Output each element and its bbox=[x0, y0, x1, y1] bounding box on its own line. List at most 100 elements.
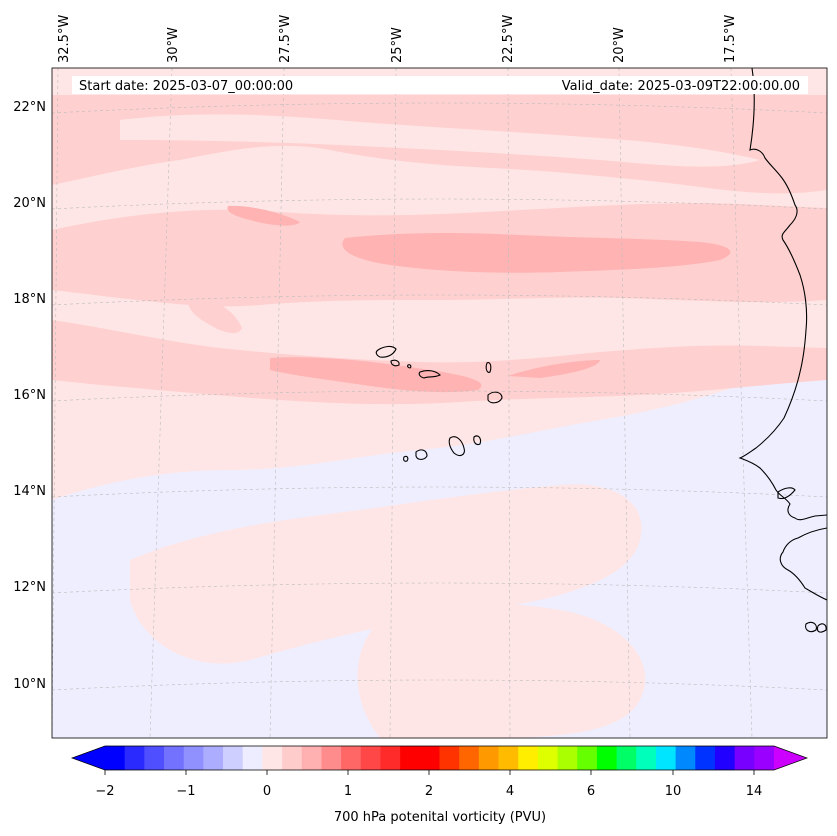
colorbar-segment bbox=[360, 746, 381, 770]
lat-label-12: 12°N bbox=[13, 580, 46, 595]
info-banner: Start date: 2025-03-07_00:00:00 Valid_da… bbox=[72, 76, 808, 94]
colorbar-tick-label: −1 bbox=[176, 784, 195, 799]
colorbar-tick-label: 10 bbox=[665, 784, 682, 799]
latitude-gridline bbox=[52, 102, 827, 114]
start-date-label: Start date: 2025-03-07_00:00:00 bbox=[79, 79, 293, 94]
lat-label-16: 16°N bbox=[13, 388, 46, 403]
longitude-gridline bbox=[730, 68, 753, 738]
pv-maximum-band-west bbox=[227, 205, 300, 226]
cape-verde-sao-nicolau bbox=[418, 370, 441, 379]
colorbar-segment bbox=[714, 746, 736, 770]
weak-positive-patch-south bbox=[130, 484, 642, 664]
colorbar-segment bbox=[518, 746, 539, 770]
colorbar-segments bbox=[105, 746, 775, 770]
colorbar-segment bbox=[419, 746, 440, 770]
longitude-gridline bbox=[618, 68, 631, 738]
map-gridlines bbox=[52, 68, 827, 738]
colorbar-tick-label: 14 bbox=[746, 784, 763, 799]
cape-verde-boa-vista bbox=[487, 391, 503, 404]
valid-date-label: Valid_date: 2025-03-09T22:00:00.00 bbox=[562, 79, 800, 94]
cape-verde-maio bbox=[473, 435, 482, 446]
colorbar-segment bbox=[478, 746, 499, 770]
colorbar-segment bbox=[183, 746, 204, 770]
colorbar-segment bbox=[301, 746, 322, 770]
colorbar-segment bbox=[636, 746, 657, 770]
lon-label-17-5: 17.5°W bbox=[723, 15, 738, 63]
colorbar-segment bbox=[675, 746, 696, 770]
colorbar-tick-label: 2 bbox=[425, 784, 433, 799]
map-panel: Start date: 2025-03-07_00:00:00 Valid_da… bbox=[52, 68, 827, 738]
colorbar-ticks: −2 −1 0 1 2 4 6 10 14 bbox=[95, 770, 762, 799]
colorbar-segment bbox=[498, 746, 519, 770]
bissagos-islands bbox=[805, 621, 827, 633]
lon-label-27-5: 27.5°W bbox=[278, 15, 293, 63]
colorbar-label: 700 hPa potenital vorticity (PVU) bbox=[334, 810, 546, 825]
pv-band-south bbox=[52, 320, 827, 405]
colorbar-segment bbox=[164, 746, 185, 770]
lon-label-32-5: 32.5°W bbox=[57, 15, 72, 63]
cape-verde-fogo bbox=[415, 449, 428, 460]
colorbar-extend-min bbox=[72, 746, 105, 770]
cape-verde-sao-vicente bbox=[390, 359, 400, 367]
colorbar-segment bbox=[459, 746, 480, 770]
colorbar-tick-label: 6 bbox=[587, 784, 595, 799]
longitude-gridline bbox=[269, 68, 285, 738]
colorbar-segment bbox=[203, 746, 224, 770]
cape-verde-brava bbox=[403, 455, 409, 462]
lat-label-22: 22°N bbox=[13, 100, 46, 115]
latitude-gridline bbox=[52, 486, 827, 498]
colorbar-segment bbox=[577, 746, 598, 770]
latitude-labels: 22°N 20°N 18°N 16°N 14°N 12°N 10°N bbox=[13, 100, 46, 692]
lat-label-10: 10°N bbox=[13, 677, 46, 692]
colorbar-segment bbox=[655, 746, 677, 770]
cape-verde-sal bbox=[485, 362, 492, 373]
colorbar-segment bbox=[695, 746, 716, 770]
weak-positive-patch-southeast bbox=[357, 603, 646, 738]
colorbar-segment bbox=[124, 746, 145, 770]
info-banner-background bbox=[72, 76, 808, 94]
lon-label-30: 30°W bbox=[166, 27, 181, 63]
colorbar-segment bbox=[223, 746, 244, 770]
africa-coastline-south bbox=[779, 527, 827, 601]
coastlines bbox=[375, 68, 827, 633]
colorbar-segment bbox=[754, 746, 775, 770]
colorbar-segment bbox=[341, 746, 362, 770]
colorbar-segment bbox=[242, 746, 263, 770]
colorbar-outline bbox=[70, 745, 809, 771]
colorbar-tick-label: 1 bbox=[344, 784, 352, 799]
lat-label-18: 18°N bbox=[13, 292, 46, 307]
colorbar-segment bbox=[616, 746, 637, 770]
lat-label-14: 14°N bbox=[13, 484, 46, 499]
colorbar-segment bbox=[380, 746, 401, 770]
colorbar: −2 −1 0 1 2 4 6 10 14 700 hPa potenital … bbox=[70, 745, 809, 825]
colorbar-segment bbox=[596, 746, 617, 770]
map-frame bbox=[51, 67, 828, 739]
latitude-gridline bbox=[52, 198, 827, 210]
longitude-gridline bbox=[149, 68, 173, 738]
colorbar-tick-label: 0 bbox=[263, 784, 271, 799]
pv-maximum-band-south-east bbox=[508, 360, 600, 378]
negative-pv-regions bbox=[52, 360, 827, 738]
colorbar-segment bbox=[105, 746, 126, 770]
pv-gap-north bbox=[120, 114, 760, 167]
longitude-gridline bbox=[507, 68, 511, 738]
colorbar-segment bbox=[439, 746, 460, 770]
colorbar-tick-label: 4 bbox=[506, 784, 514, 799]
pv-maximum-band-south bbox=[270, 357, 482, 393]
colorbar-segment bbox=[557, 746, 578, 770]
latitude-gridline bbox=[52, 294, 827, 306]
cape-verde-small-islet bbox=[407, 364, 412, 369]
lon-label-25: 25°W bbox=[390, 27, 405, 63]
latitude-gridline bbox=[52, 679, 827, 691]
colorbar-tick-label: −2 bbox=[95, 784, 114, 799]
colorbar-extend-max bbox=[774, 746, 807, 770]
latitude-gridline bbox=[52, 390, 827, 402]
cape-verde-santiago bbox=[448, 436, 465, 457]
colorbar-segment bbox=[537, 746, 558, 770]
lon-label-20: 20°W bbox=[612, 27, 627, 63]
colorbar-segment bbox=[321, 746, 342, 770]
lat-label-20: 20°N bbox=[13, 196, 46, 211]
latitude-gridline bbox=[52, 582, 827, 594]
gambia-river-outline bbox=[777, 487, 796, 500]
colorbar-segment bbox=[282, 746, 303, 770]
